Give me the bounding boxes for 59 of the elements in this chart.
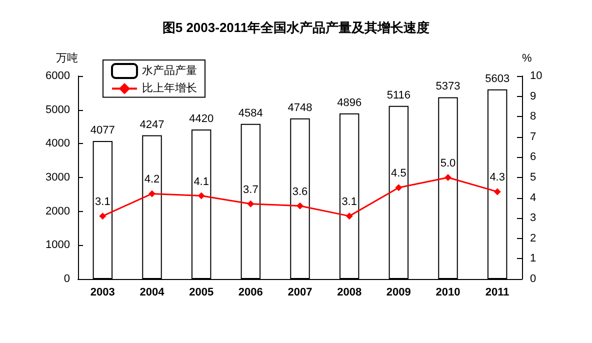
- x-tick-label: 2008: [337, 286, 362, 298]
- data-label: 4247: [140, 118, 164, 131]
- y2-tick-label: 8: [530, 110, 536, 123]
- x-tick-label: 2006: [238, 286, 263, 298]
- y2-tick-label: 3: [530, 212, 536, 224]
- legend-label: 比上年增长: [142, 82, 197, 95]
- data-label: 5603: [485, 72, 510, 85]
- data-label: 3.6: [292, 186, 308, 198]
- data-label: 3.7: [243, 184, 258, 196]
- point: [99, 212, 106, 220]
- point: [296, 202, 304, 210]
- y2-axis-title: %: [522, 52, 532, 64]
- y-tick-label: 0: [64, 273, 70, 285]
- y-tick-label: 5000: [46, 104, 70, 116]
- chart-title: 图5 2003-2011年全国水产品产量及其增长速度: [162, 20, 430, 35]
- x-tick-label: 2009: [386, 286, 411, 298]
- data-label: 4748: [288, 102, 312, 114]
- y2-tick-label: 2: [530, 232, 536, 244]
- y2-tick-label: 9: [530, 90, 536, 102]
- y-axis-title: 万吨: [56, 52, 78, 64]
- point: [148, 190, 156, 198]
- y2-tick-label: 0: [530, 273, 536, 285]
- data-label: 4.2: [144, 174, 160, 186]
- y2-tick-label: 6: [530, 151, 536, 164]
- legend-label: 水产品产量: [142, 64, 197, 77]
- data-label: 4077: [90, 124, 115, 137]
- y2-tick-label: 4: [530, 192, 536, 204]
- point: [444, 174, 452, 181]
- data-label: 4.3: [490, 172, 505, 184]
- data-label: 3.1: [342, 196, 357, 208]
- x-tick-label: 2003: [90, 286, 115, 298]
- data-label: 4896: [337, 96, 362, 109]
- point: [346, 212, 353, 220]
- point: [198, 192, 205, 200]
- y2-tick-label: 7: [530, 130, 536, 143]
- data-label: 4.5: [391, 168, 406, 180]
- x-tick-label: 2004: [140, 286, 166, 298]
- data-label: 4420: [189, 112, 214, 125]
- point: [395, 184, 402, 192]
- x-tick-label: 2005: [189, 286, 214, 298]
- data-label: 5373: [436, 80, 460, 93]
- y-tick-label: 6000: [46, 70, 70, 82]
- x-tick-label: 2011: [485, 286, 510, 298]
- data-label: 4584: [238, 107, 263, 120]
- y-tick-label: 3000: [46, 172, 70, 184]
- point: [247, 200, 254, 208]
- y2-tick-label: 1: [530, 252, 536, 265]
- y2-tick-label: 5: [530, 172, 536, 184]
- point: [494, 188, 501, 196]
- y2-tick-label: 10: [530, 70, 542, 82]
- data-label: 3.1: [95, 196, 110, 208]
- data-label: 4.1: [194, 176, 209, 188]
- y-tick-label: 1000: [46, 239, 70, 252]
- data-label: 5116: [386, 89, 410, 102]
- x-tick-label: 2007: [288, 286, 312, 298]
- y-tick-label: 4000: [46, 138, 70, 150]
- data-label: 5.0: [440, 158, 456, 170]
- y-tick-label: 2000: [46, 205, 70, 218]
- x-tick-label: 2010: [436, 286, 460, 298]
